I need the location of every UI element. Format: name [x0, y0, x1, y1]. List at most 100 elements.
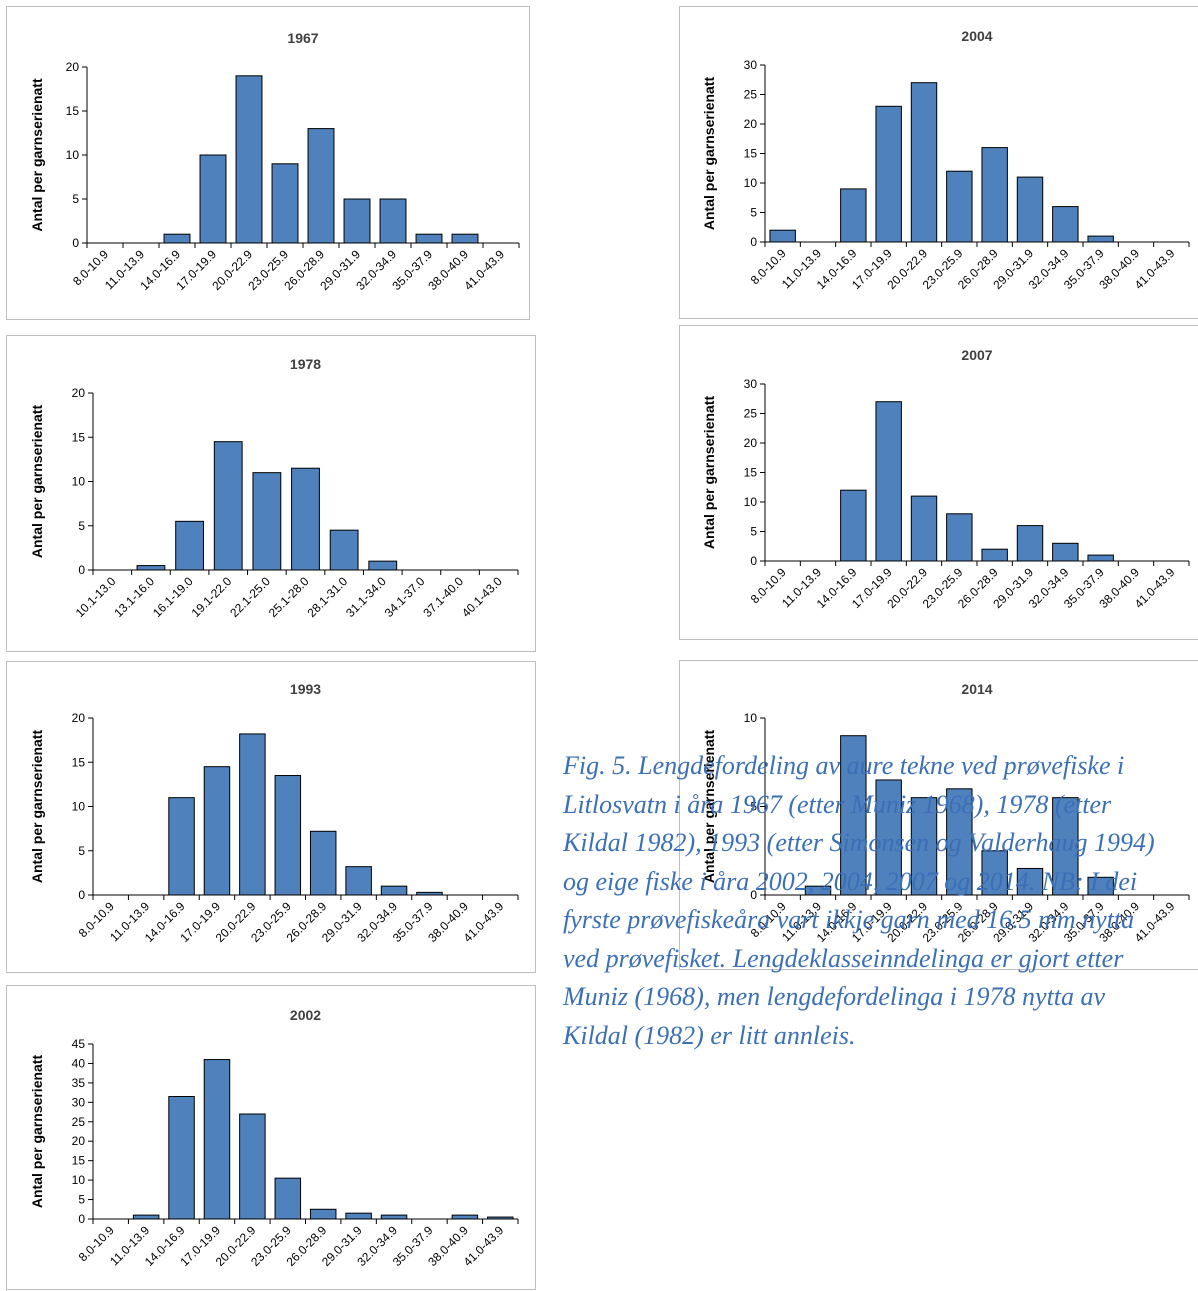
- bar: [203, 1059, 231, 1220]
- bar: [309, 1208, 337, 1220]
- chart-panel-1993: 1993 Antal per garnserienatt 0 5 10 15 20 8.0-1…: [6, 661, 536, 973]
- y-tick-label: 0: [78, 563, 85, 577]
- bar: [1052, 542, 1079, 562]
- x-tick-label: 34.1-37.0: [382, 574, 428, 620]
- bar: [274, 1177, 302, 1220]
- y-tick-label: 15: [744, 147, 758, 161]
- bar: [1087, 235, 1114, 243]
- chart-svg: 1978 Antal per garnserienatt 0 5 10 15 20 10.1-…: [29, 356, 519, 620]
- bar: [239, 1113, 266, 1220]
- bar: [203, 766, 231, 896]
- bar: [415, 233, 443, 244]
- bar: [307, 128, 335, 244]
- bar: [239, 733, 266, 896]
- x-tick-label: 40.1-43.0: [459, 574, 505, 620]
- bar: [252, 472, 282, 571]
- caption-line: fyrste prøvefiskeåra vart ikkje garn med…: [563, 905, 1135, 934]
- x-tick-label: 37.1-40.0: [420, 574, 466, 620]
- x-tick-label: 22.1-25.0: [227, 574, 273, 620]
- bar: [1016, 525, 1044, 562]
- x-tick-label: 10.1-13.0: [73, 574, 119, 620]
- bar: [451, 233, 479, 244]
- chart-title: 2004: [961, 28, 992, 44]
- bar: [168, 1096, 195, 1220]
- bar: [132, 1214, 160, 1220]
- chart-title: 1967: [287, 30, 318, 46]
- y-axis-label: Antal per garnserienatt: [29, 405, 45, 559]
- figure-caption: Fig. 5. Lengdefordeling av aure tekne ve…: [563, 747, 1198, 1055]
- chart-title: 2014: [961, 681, 992, 697]
- bar: [309, 830, 337, 896]
- chart-panel-1967: 1967 Antal per garnserienatt 0 5 10 15 20 8.0-1…: [6, 6, 530, 320]
- y-tick-label: 5: [78, 519, 85, 533]
- bar: [345, 1212, 372, 1220]
- bar: [274, 775, 302, 896]
- chart-panel-1978: 1978 Antal per garnserienatt 0 5 10 15 20 10.1-…: [6, 335, 536, 652]
- bar: [840, 735, 867, 896]
- bar: [1052, 797, 1079, 896]
- caption-line: Kildal (1982) er litt annleis.: [563, 1020, 856, 1050]
- x-tick-label: 16.1-19.0: [150, 574, 196, 620]
- y-tick-label: 40: [72, 1056, 86, 1070]
- y-tick-label: 0: [78, 888, 85, 902]
- caption-line: og eige fiske i åra 2002, 2004, 2007 og …: [563, 866, 1138, 896]
- y-tick-label: 15: [744, 466, 758, 480]
- y-axis-label: Antal per garnserienatt: [29, 730, 45, 884]
- x-tick-label: 41.0-43.9: [461, 247, 507, 293]
- caption-line: Fig. 5. Lengdefordeling av aure tekne ve…: [563, 751, 1125, 780]
- y-tick-label: 5: [750, 206, 757, 220]
- y-tick-label: 15: [72, 755, 86, 769]
- bar: [168, 797, 195, 896]
- bar: [910, 82, 938, 243]
- bar: [946, 788, 973, 896]
- y-axis-label: Antal per garnserienatt: [29, 78, 45, 232]
- bar: [291, 467, 320, 571]
- caption-line: Litlosvatn i åra 1967 (etter Muniz 1968)…: [563, 789, 1112, 819]
- x-tick-label: 31.1-34.0: [343, 574, 389, 620]
- bar: [329, 529, 359, 571]
- y-tick-label: 30: [72, 1095, 86, 1109]
- bar: [981, 548, 1008, 562]
- y-tick-label: 10: [744, 176, 758, 190]
- y-tick-label: 30: [744, 377, 758, 391]
- bar: [163, 233, 191, 244]
- bar: [840, 188, 867, 243]
- bar: [875, 105, 902, 243]
- bar: [368, 560, 398, 571]
- bar: [1016, 176, 1044, 243]
- y-tick-label: 20: [744, 436, 758, 450]
- y-tick-label: 5: [750, 800, 757, 814]
- y-tick-label: 25: [744, 88, 758, 102]
- bar: [1087, 554, 1114, 562]
- y-tick-label: 15: [72, 1154, 86, 1168]
- y-tick-label: 10: [72, 1173, 86, 1187]
- y-axis-label: Antal per garnserienatt: [29, 1055, 45, 1209]
- bar: [910, 495, 938, 562]
- y-tick-label: 5: [72, 192, 79, 206]
- caption-line: Muniz (1968), men lengdefordelinga i 197…: [563, 982, 1106, 1011]
- y-tick-label: 20: [72, 386, 86, 400]
- caption-line: ved prøvefisket. Lengdeklasseinndelinga …: [563, 943, 1124, 973]
- bar: [380, 885, 408, 896]
- bar: [136, 565, 166, 571]
- bar: [199, 154, 227, 244]
- y-tick-label: 0: [750, 888, 757, 902]
- caption-line: Kildal 1982), 1993 (etter Simonsen og Va…: [563, 828, 1155, 857]
- y-tick-label: 35: [72, 1076, 86, 1090]
- bar: [213, 441, 243, 571]
- y-tick-label: 25: [744, 407, 758, 421]
- bar: [875, 401, 902, 562]
- y-tick-label: 20: [72, 711, 86, 725]
- y-tick-label: 20: [72, 1134, 86, 1148]
- y-tick-label: 15: [66, 104, 80, 118]
- chart-panel-2004: 2004 Antal per garnserienatt 0 5 10 15 20 25 30 8…: [679, 6, 1198, 319]
- y-tick-label: 0: [750, 235, 757, 249]
- bar: [345, 866, 372, 896]
- y-axis-label: Antal per garnserienatt: [701, 396, 717, 550]
- y-tick-label: 10: [744, 711, 758, 725]
